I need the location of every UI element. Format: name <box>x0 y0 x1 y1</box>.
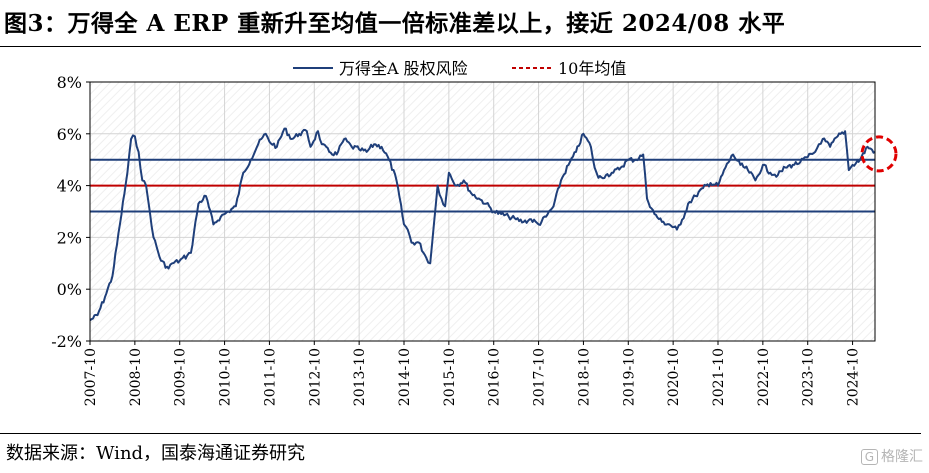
legend: 万得全A 股权风险 10年均值 <box>293 59 626 78</box>
x-tick-label: 2018-10 <box>576 348 592 406</box>
chart-title: 图3：万得全 A ERP 重新升至均值一倍标准差以上，接近 2024/08 水平 <box>4 10 786 37</box>
x-tick-label: 2022-10 <box>756 348 772 406</box>
y-tick-label: 0% <box>57 280 82 299</box>
y-tick-label: 6% <box>57 125 82 144</box>
x-tick-label: 2017-10 <box>532 348 548 406</box>
x-tick-label: 2019-10 <box>621 348 637 406</box>
y-tick-label: -2% <box>51 332 82 351</box>
watermark-text: 格隆汇 <box>881 449 923 465</box>
watermark-logo-icon: G <box>860 449 878 465</box>
y-tick-label: 4% <box>57 177 82 196</box>
y-axis: 8% 6% 4% 2% 0% -2% <box>51 73 90 351</box>
x-tick-label: 2020-10 <box>666 348 682 406</box>
x-tick-label: 2009-10 <box>173 348 189 406</box>
source-note: 数据来源：Wind，国泰海通证券研究 <box>6 443 306 464</box>
line-chart: 8% 6% 4% 2% 0% -2% 2007-10 2008-10 2009-10 2010-… <box>51 59 898 406</box>
x-tick-label: 2021-10 <box>711 348 727 406</box>
reference-lines <box>90 158 875 213</box>
x-tick-label: 2010-10 <box>218 348 234 406</box>
x-tick-label: 2015-10 <box>442 348 458 406</box>
series-layer <box>89 127 876 322</box>
legend-label-mean: 10年均值 <box>558 59 626 78</box>
x-tick-label: 2013-10 <box>352 348 368 406</box>
watermark: G 格隆汇 <box>860 446 923 466</box>
erp-series-line <box>89 127 876 322</box>
x-tick-label: 2016-10 <box>487 348 503 406</box>
x-tick-label: 2008-10 <box>128 348 144 406</box>
x-tick-label: 2012-10 <box>307 348 323 406</box>
y-tick-label: 2% <box>57 228 82 247</box>
plot-frame <box>89 81 876 342</box>
y-tick-label: 8% <box>57 73 82 92</box>
footer-divider <box>0 433 921 434</box>
x-tick-label: 2007-10 <box>83 348 99 406</box>
x-axis: 2007-10 2008-10 2009-10 2010-10 2011-10 2012-… <box>83 341 862 406</box>
title-divider <box>0 46 921 47</box>
x-tick-label: 2023-10 <box>801 348 817 406</box>
x-tick-label: 2011-10 <box>262 348 278 406</box>
x-tick-label: 2024-10 <box>846 348 862 406</box>
x-tick-label: 2014-10 <box>397 348 413 406</box>
legend-label-erp: 万得全A 股权风险 <box>339 59 468 78</box>
